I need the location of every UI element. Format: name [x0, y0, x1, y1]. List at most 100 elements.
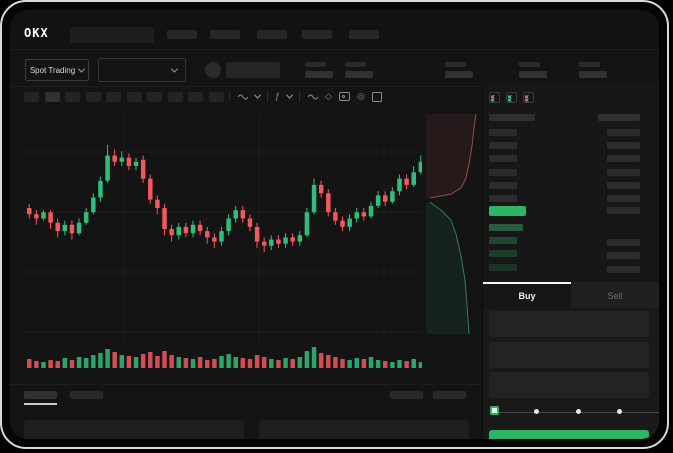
- bottom-action-placeholder[interactable]: [390, 391, 423, 399]
- nav-item[interactable]: [302, 30, 332, 39]
- depth-chart: [426, 113, 482, 336]
- top-nav: OKX: [10, 10, 659, 50]
- timeframe-button[interactable]: [208, 92, 224, 102]
- camera-icon[interactable]: [338, 92, 350, 101]
- bid-price-cell[interactable]: [489, 250, 517, 257]
- ask-amount-cell[interactable]: [607, 195, 640, 202]
- nav-item[interactable]: [257, 30, 287, 39]
- timeframe-button[interactable]: [65, 92, 80, 102]
- timeframe-button[interactable]: [44, 92, 60, 102]
- timeframe-button[interactable]: [126, 92, 142, 102]
- submit-order-button[interactable]: [489, 430, 649, 439]
- divider: [10, 86, 659, 87]
- bid-amount-cell[interactable]: [607, 252, 640, 259]
- ask-price-cell[interactable]: [489, 182, 517, 189]
- timeframe-buttons: [24, 92, 224, 102]
- ask-price-cell[interactable]: [489, 155, 517, 162]
- orderbook-combined-icon[interactable]: [489, 92, 500, 103]
- chart-toolbar-icons: ƒ ◇ ◎: [229, 89, 382, 104]
- order-input-field[interactable]: [489, 372, 649, 398]
- order-input-field[interactable]: [489, 342, 649, 368]
- slider-stop[interactable]: [533, 409, 539, 414]
- orders-panel-placeholder: [24, 420, 244, 439]
- search-input[interactable]: [70, 27, 154, 43]
- divider: [267, 91, 268, 102]
- orderbook-column-header: [598, 114, 640, 121]
- nav-item[interactable]: [167, 30, 197, 39]
- stat-label-placeholder: [579, 62, 600, 67]
- stat-value-placeholder: [345, 71, 373, 78]
- last-price-bar[interactable]: [489, 206, 526, 216]
- ask-amount-cell[interactable]: [607, 182, 640, 189]
- line-style-icon[interactable]: [237, 93, 248, 101]
- timeframe-button[interactable]: [147, 92, 162, 102]
- bid-price-cell[interactable]: [489, 264, 517, 271]
- tab-sell[interactable]: Sell: [571, 282, 659, 308]
- divider: [229, 91, 230, 102]
- stat-label-placeholder: [345, 62, 366, 67]
- timeframe-button[interactable]: [85, 92, 101, 102]
- fullscreen-icon[interactable]: [371, 91, 382, 102]
- tab-buy[interactable]: Buy: [483, 282, 571, 308]
- bid-price-cell[interactable]: [489, 224, 523, 231]
- orderbook-bids-icon[interactable]: [506, 92, 517, 103]
- okx-logo[interactable]: OKX: [24, 26, 49, 40]
- stat-label-placeholder: [445, 62, 466, 67]
- timeframe-button[interactable]: [167, 92, 183, 102]
- stat-value-placeholder: [519, 71, 547, 78]
- stat-value-placeholder: [579, 71, 607, 78]
- book-lines: [525, 94, 529, 102]
- sell-tab-label: Sell: [607, 291, 623, 301]
- orderbook-asks-icon[interactable]: [523, 92, 534, 103]
- active-tab-underline: [24, 403, 57, 405]
- orderbook-column-header: [489, 114, 535, 121]
- bottom-tab-active[interactable]: [24, 391, 57, 399]
- ask-price-cell[interactable]: [489, 129, 517, 136]
- compare-icon[interactable]: [307, 93, 319, 101]
- timeframe-button[interactable]: [188, 92, 203, 102]
- slider-stop[interactable]: [617, 409, 623, 414]
- ask-price-cell[interactable]: [489, 195, 517, 202]
- chevron-down-icon: [170, 65, 179, 73]
- stat-label-placeholder: [519, 62, 540, 67]
- divider: [299, 91, 301, 102]
- amount-slider[interactable]: [489, 405, 659, 419]
- draw-tool-icon[interactable]: ◇: [325, 91, 332, 101]
- ask-amount-cell[interactable]: [607, 129, 640, 136]
- bid-amount-cell[interactable]: [607, 266, 640, 273]
- ticker-stat: [519, 62, 549, 80]
- indicators-icon[interactable]: ƒ: [275, 91, 281, 101]
- bid-amount-cell[interactable]: [607, 239, 640, 246]
- stat-value-placeholder: [305, 71, 333, 78]
- order-input-field[interactable]: [489, 311, 649, 337]
- timeframe-button[interactable]: [106, 92, 121, 102]
- chevron-down-icon[interactable]: [285, 91, 294, 99]
- ask-amount-cell[interactable]: [607, 142, 640, 149]
- nav-item[interactable]: [349, 30, 379, 39]
- ticker-stat: [305, 62, 335, 80]
- bottom-action-placeholder[interactable]: [433, 391, 466, 399]
- nav-item[interactable]: [210, 30, 240, 39]
- pair-select-dropdown[interactable]: [98, 58, 186, 82]
- ticker-stat: [345, 62, 375, 80]
- slider-handle[interactable]: [490, 406, 499, 415]
- chevron-down-icon[interactable]: [253, 91, 262, 99]
- buy-tab-label: Buy: [518, 291, 536, 301]
- ticker-stat: [579, 62, 609, 80]
- depth-plot: [426, 113, 477, 335]
- bottom-tab[interactable]: [70, 391, 103, 399]
- candlestick-chart[interactable]: [24, 114, 424, 370]
- ask-amount-cell[interactable]: [607, 169, 640, 176]
- stat-label-placeholder: [305, 62, 326, 67]
- target-icon[interactable]: ◎: [356, 91, 365, 101]
- bid-price-cell[interactable]: [489, 237, 517, 244]
- chevron-down-icon: [78, 65, 86, 73]
- slider-stop[interactable]: [575, 409, 581, 414]
- ask-amount-cell[interactable]: [607, 155, 640, 162]
- divider: [10, 384, 482, 385]
- ask-price-cell[interactable]: [489, 142, 517, 149]
- ask-price-cell[interactable]: [489, 169, 517, 176]
- price-volume-plot: [24, 145, 424, 368]
- market-type-dropdown[interactable]: Spot Trading: [25, 59, 89, 81]
- timeframe-button[interactable]: [24, 92, 39, 102]
